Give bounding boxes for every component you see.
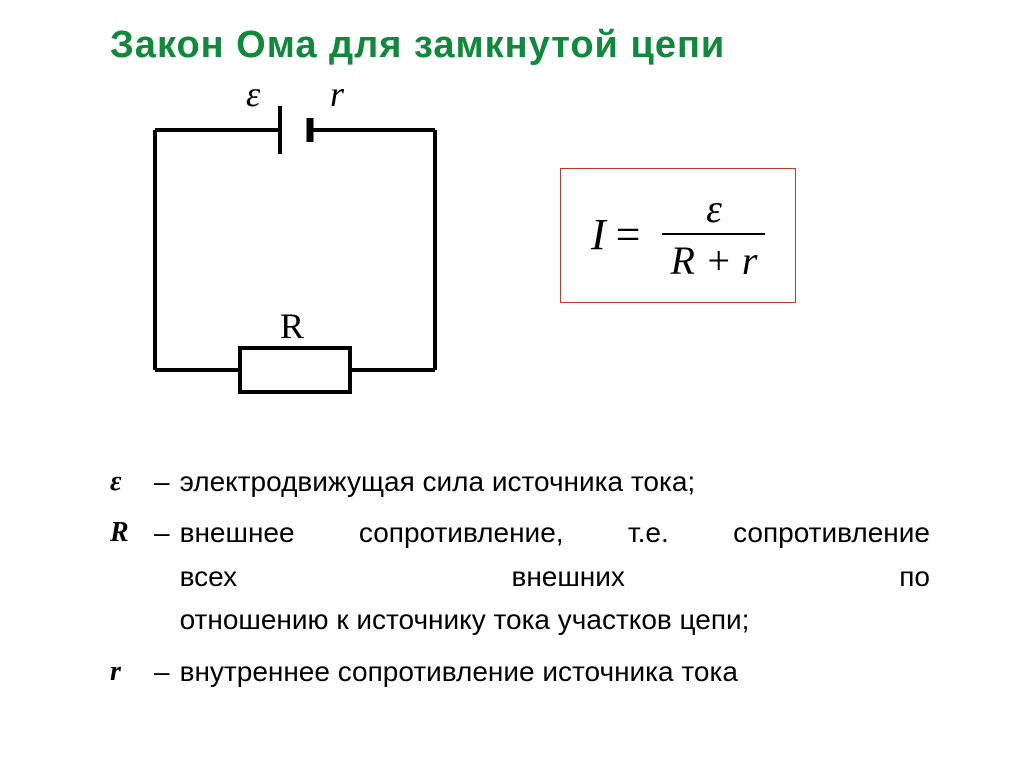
svg-text:ε: ε <box>246 80 261 114</box>
formula-fraction: ε R + r <box>662 185 765 284</box>
formula-denominator: R + r <box>662 233 765 284</box>
definition-row: R – внешнеесопротивление,т.е.сопротивлен… <box>110 511 930 641</box>
def-symbol-R: R <box>110 511 154 641</box>
circuit-diagram: ε r R <box>130 80 460 425</box>
def-text: внутреннее сопротивление источника тока <box>180 650 930 693</box>
definitions-block: ε – электродвижущая сила источника тока;… <box>110 460 930 701</box>
def-symbol-eps: ε <box>110 460 154 503</box>
def-dash: – <box>154 511 170 641</box>
definition-row: ε – электродвижущая сила источника тока; <box>110 460 930 503</box>
formula-lhs: I <box>591 209 606 260</box>
page-title: Закон Ома для замкнутой цепи <box>110 24 725 67</box>
def-dash: – <box>154 650 170 693</box>
def-symbol-r: r <box>110 650 154 693</box>
formula-eq: = <box>616 209 641 260</box>
definition-row: r – внутреннее сопротивление источника т… <box>110 650 930 693</box>
def-text: внешнеесопротивление,т.е.сопротивлениевс… <box>180 511 930 641</box>
def-dash: – <box>154 460 170 503</box>
circuit-svg: ε r R <box>130 80 460 420</box>
def-text: электродвижущая сила источника тока; <box>180 460 930 503</box>
formula-numerator: ε <box>700 185 728 233</box>
formula-box: I = ε R + r <box>560 168 796 303</box>
svg-text:R: R <box>280 306 304 346</box>
svg-text:r: r <box>330 80 345 114</box>
